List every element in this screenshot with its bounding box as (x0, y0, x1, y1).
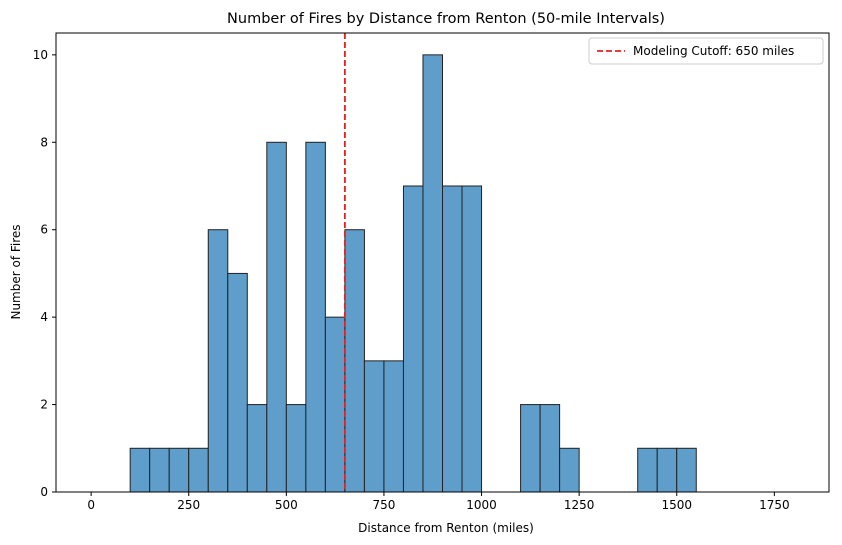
histogram-bar (285, 404, 307, 493)
x-tick-label: 1500 (661, 498, 692, 512)
histogram-bar (168, 447, 190, 493)
histogram-bar (305, 141, 326, 493)
legend-box (588, 37, 824, 65)
y-tick-label: 10 (33, 48, 48, 62)
histogram-bar (227, 272, 248, 493)
legend-cutoff-label: Modeling Cutoff: 650 miles (633, 44, 794, 58)
histogram-bar (383, 360, 404, 493)
histogram-bar (266, 141, 287, 493)
histogram-bar (246, 404, 268, 493)
histogram-bar (363, 360, 385, 493)
y-tick-label: 2 (40, 398, 48, 412)
y-tick-label: 6 (40, 223, 48, 237)
y-tick-label: 8 (40, 135, 48, 149)
histogram-bar (656, 447, 678, 493)
histogram-bar (402, 185, 424, 493)
histogram-bar (207, 229, 229, 493)
histogram-bar (676, 447, 697, 493)
histogram-bar (461, 185, 483, 493)
histogram-bar (559, 447, 580, 493)
histogram-bar (637, 447, 658, 493)
bars-group (129, 54, 697, 493)
x-tick-label: 1250 (564, 498, 595, 512)
histogram-bar (149, 447, 170, 493)
x-tick-label: 250 (177, 498, 200, 512)
histogram-bar (422, 54, 443, 493)
histogram-bar (188, 447, 209, 493)
histogram-bar (344, 229, 365, 493)
histogram-bar (520, 404, 541, 493)
plot-area-frame (55, 32, 830, 493)
x-tick-label: 750 (372, 498, 395, 512)
chart-title: Number of Fires by Distance from Renton … (227, 11, 665, 27)
x-tick-label: 0 (87, 498, 95, 512)
x-tick-label: 500 (275, 498, 298, 512)
y-axis-label: Number of Fires (9, 224, 23, 319)
legend: Modeling Cutoff: 650 miles (588, 37, 824, 65)
y-tick-label: 4 (40, 310, 48, 324)
x-axis-label: Distance from Renton (miles) (358, 521, 534, 535)
histogram-bar (539, 404, 561, 493)
histogram-bar (442, 185, 463, 493)
histogram-bar (129, 447, 151, 493)
histogram-bar (324, 316, 346, 493)
x-ticks: 0 250 500 750 1000 1250 1500 1750 (87, 492, 790, 512)
x-tick-label: 1750 (759, 498, 790, 512)
x-tick-label: 1000 (466, 498, 497, 512)
y-ticks: 0 2 4 6 8 10 (33, 48, 56, 499)
y-tick-label: 0 (40, 485, 48, 499)
